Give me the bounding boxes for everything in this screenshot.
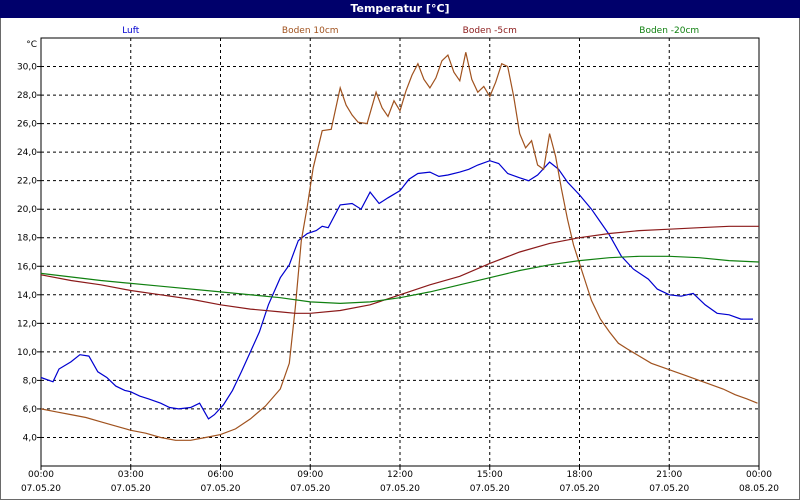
y-tick-label: 24,0 <box>17 148 37 158</box>
y-tick-label: 18,0 <box>17 234 37 244</box>
x-tick-time: 21:00 <box>656 470 682 480</box>
legend-item-3: Boden -20cm <box>639 26 699 36</box>
y-tick-label: 8,0 <box>23 376 38 386</box>
x-tick-time: 15:00 <box>477 470 503 480</box>
legend-item-1: Boden 10cm <box>282 26 339 36</box>
x-tick-date: 07.05.20 <box>470 484 510 494</box>
x-tick-date: 07.05.20 <box>200 484 240 494</box>
grid-lines <box>40 37 760 467</box>
y-tick-label: 26,0 <box>17 120 37 130</box>
y-tick-label: 6,0 <box>23 405 38 415</box>
y-tick-label: 20,0 <box>17 205 37 215</box>
y-tick-label: 10,0 <box>17 348 37 358</box>
x-tick-date: 07.05.20 <box>380 484 420 494</box>
x-tick-time: 00:00 <box>746 470 772 480</box>
y-axis-unit: °C <box>26 40 37 50</box>
y-tick-label: 12,0 <box>17 319 37 329</box>
x-tick-time: 12:00 <box>387 470 413 480</box>
series-line-3 <box>40 255 760 305</box>
y-tick-label: 14,0 <box>17 291 37 301</box>
x-tick-date: 07.05.20 <box>111 484 151 494</box>
x-tick-date: 07.05.20 <box>649 484 689 494</box>
x-tick-date: 07.05.20 <box>21 484 61 494</box>
x-tick-time: 18:00 <box>567 470 593 480</box>
y-tick-label: 22,0 <box>17 177 37 187</box>
axes: 4,0 6,0 8,0 10,0 12,0 14,0 16,0 18,0 20,0 22,0 24,… <box>17 40 779 494</box>
legend: Luft Boden 10cm Boden -5cm Boden -20cm <box>122 26 699 36</box>
x-tick-time: 03:00 <box>118 470 144 480</box>
series-line-2 <box>40 225 759 314</box>
x-tick-time: 06:00 <box>208 470 234 480</box>
legend-item-2: Boden -5cm <box>463 26 517 36</box>
y-tick-label: 16,0 <box>17 262 37 272</box>
series-lines <box>40 52 760 441</box>
plot-border <box>40 37 760 467</box>
x-tick-time: 09:00 <box>297 470 323 480</box>
legend-item-0: Luft <box>122 26 140 36</box>
series-line-0 <box>40 160 753 420</box>
chart-title: Temperatur [°C] <box>0 0 800 18</box>
x-tick-date: 07.05.20 <box>290 484 330 494</box>
y-tick-label: 28,0 <box>17 91 37 101</box>
y-tick-label: 4,0 <box>23 433 38 443</box>
x-tick-time: 00:00 <box>28 470 54 480</box>
series-line-1 <box>40 52 758 441</box>
y-tick-label: 30,0 <box>17 63 37 73</box>
x-tick-date: 07.05.20 <box>559 484 599 494</box>
x-tick-date: 08.05.20 <box>739 484 779 494</box>
